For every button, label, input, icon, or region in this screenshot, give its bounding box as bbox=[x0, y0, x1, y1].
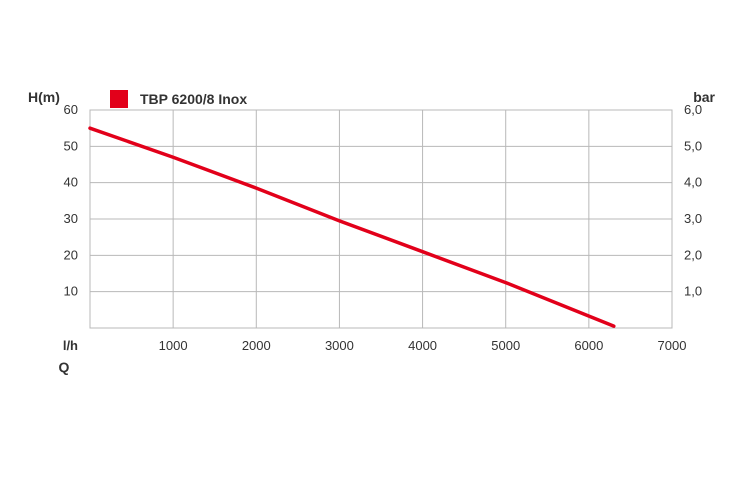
svg-text:4000: 4000 bbox=[408, 338, 437, 353]
pump-curve-chart: 10 20 30 40 50 60 1,0 2,0 3,0 4,0 5,0 6,0 1000 2000 30… bbox=[30, 85, 720, 405]
svg-text:5000: 5000 bbox=[491, 338, 520, 353]
svg-text:7000: 7000 bbox=[658, 338, 687, 353]
chart-svg: 10 20 30 40 50 60 1,0 2,0 3,0 4,0 5,0 6,0 1000 2000 30… bbox=[30, 85, 720, 405]
svg-text:1,0: 1,0 bbox=[684, 284, 702, 299]
svg-text:6000: 6000 bbox=[574, 338, 603, 353]
svg-text:40: 40 bbox=[64, 175, 78, 190]
svg-text:10: 10 bbox=[64, 284, 78, 299]
svg-text:6,0: 6,0 bbox=[684, 102, 702, 117]
svg-text:l/h: l/h bbox=[63, 338, 78, 353]
svg-text:60: 60 bbox=[64, 102, 78, 117]
svg-text:1000: 1000 bbox=[159, 338, 188, 353]
svg-text:2000: 2000 bbox=[242, 338, 271, 353]
svg-text:50: 50 bbox=[64, 138, 78, 153]
svg-text:5,0: 5,0 bbox=[684, 138, 702, 153]
svg-text:3000: 3000 bbox=[325, 338, 354, 353]
svg-text:4,0: 4,0 bbox=[684, 175, 702, 190]
svg-text:20: 20 bbox=[64, 247, 78, 262]
svg-text:3,0: 3,0 bbox=[684, 211, 702, 226]
svg-text:Q: Q bbox=[59, 359, 70, 375]
svg-text:2,0: 2,0 bbox=[684, 247, 702, 262]
svg-text:30: 30 bbox=[64, 211, 78, 226]
